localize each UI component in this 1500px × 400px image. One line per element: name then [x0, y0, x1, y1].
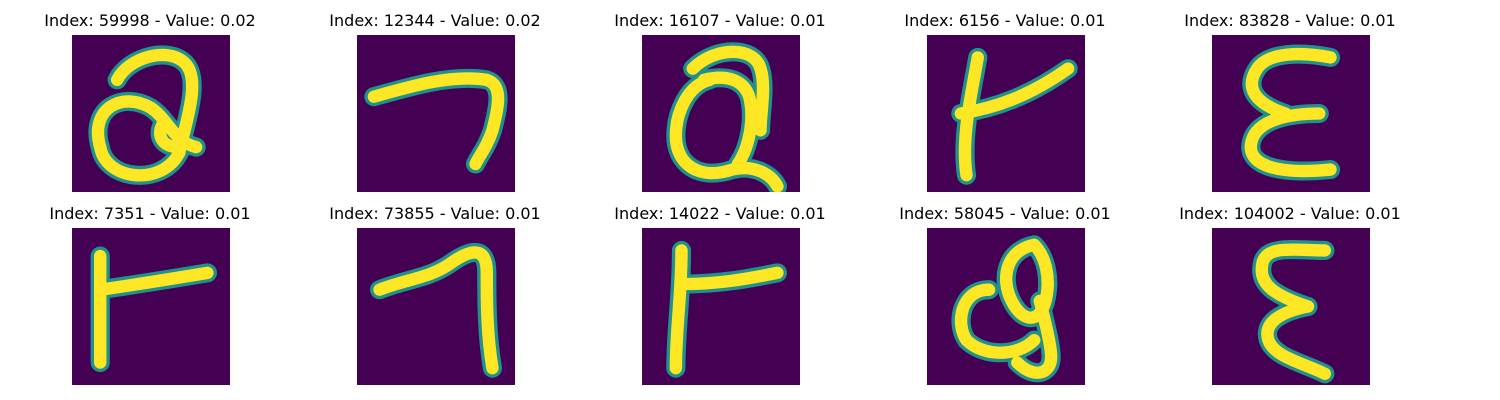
handwritten-character-image	[357, 228, 515, 385]
character-glyph	[357, 228, 515, 385]
stroke-core	[1244, 107, 1337, 178]
panel-title: Index: 59998 - Value: 0.02	[44, 11, 256, 30]
image-background	[927, 35, 1085, 192]
stroke-core	[954, 283, 1041, 359]
character-glyph	[72, 228, 230, 385]
image-panel: Index: 7351 - Value: 0.01	[0, 193, 300, 388]
stroke-core	[154, 118, 186, 154]
stroke-core	[697, 71, 758, 171]
handwritten-character-image	[72, 228, 230, 385]
panel-title: Index: 6156 - Value: 0.01	[904, 11, 1106, 30]
stroke-core	[110, 48, 199, 159]
character-glyph	[642, 35, 800, 192]
stroke-core	[669, 73, 784, 192]
stroke-core	[1011, 294, 1058, 379]
handwritten-character-image	[1212, 35, 1370, 192]
panel-title: Index: 83828 - Value: 0.01	[1184, 11, 1396, 30]
stroke-core	[1000, 238, 1054, 324]
stroke-core	[1261, 300, 1332, 380]
stroke-core	[373, 246, 499, 375]
image-panel: Index: 73855 - Value: 0.01	[285, 193, 585, 388]
character-glyph	[927, 35, 1085, 192]
stroke-core	[1255, 243, 1332, 313]
character-glyph	[1212, 228, 1370, 385]
image-background	[642, 228, 800, 385]
panel-title: Index: 73855 - Value: 0.01	[329, 204, 541, 223]
image-panel: Index: 14022 - Value: 0.01	[570, 193, 870, 388]
image-panel: Index: 6156 - Value: 0.01	[855, 0, 1155, 195]
stroke-core	[94, 266, 214, 296]
character-glyph	[927, 228, 1085, 385]
image-panel: Index: 104002 - Value: 0.01	[1140, 193, 1440, 388]
panel-title: Index: 7351 - Value: 0.01	[49, 204, 251, 223]
handwritten-character-image	[72, 35, 230, 192]
image-panel: Index: 16107 - Value: 0.01	[570, 0, 870, 195]
stroke-core	[367, 72, 505, 171]
stroke-core	[686, 45, 770, 137]
stroke-core	[954, 62, 1075, 120]
character-glyph	[357, 35, 515, 192]
panel-title: Index: 12344 - Value: 0.02	[329, 11, 541, 30]
handwritten-character-image	[357, 35, 515, 192]
handwritten-character-image	[642, 228, 800, 385]
panel-title: Index: 16107 - Value: 0.01	[614, 11, 826, 30]
handwritten-character-image	[927, 228, 1085, 385]
stroke-core	[1245, 47, 1337, 120]
image-panel: Index: 59998 - Value: 0.02	[0, 0, 300, 195]
handwritten-character-image	[1212, 228, 1370, 385]
image-panel: Index: 12344 - Value: 0.02	[285, 0, 585, 195]
panel-title: Index: 104002 - Value: 0.01	[1179, 204, 1401, 223]
character-glyph	[72, 35, 230, 192]
image-panel: Index: 58045 - Value: 0.01	[855, 193, 1155, 388]
panel-title: Index: 14022 - Value: 0.01	[614, 204, 826, 223]
image-panel: Index: 83828 - Value: 0.01	[1140, 0, 1440, 195]
panel-title: Index: 58045 - Value: 0.01	[899, 204, 1111, 223]
handwritten-character-image	[927, 35, 1085, 192]
stroke-core	[675, 266, 784, 291]
handwritten-character-image	[642, 35, 800, 192]
character-glyph	[642, 228, 800, 385]
character-glyph	[1212, 35, 1370, 192]
stroke-core	[669, 244, 688, 375]
